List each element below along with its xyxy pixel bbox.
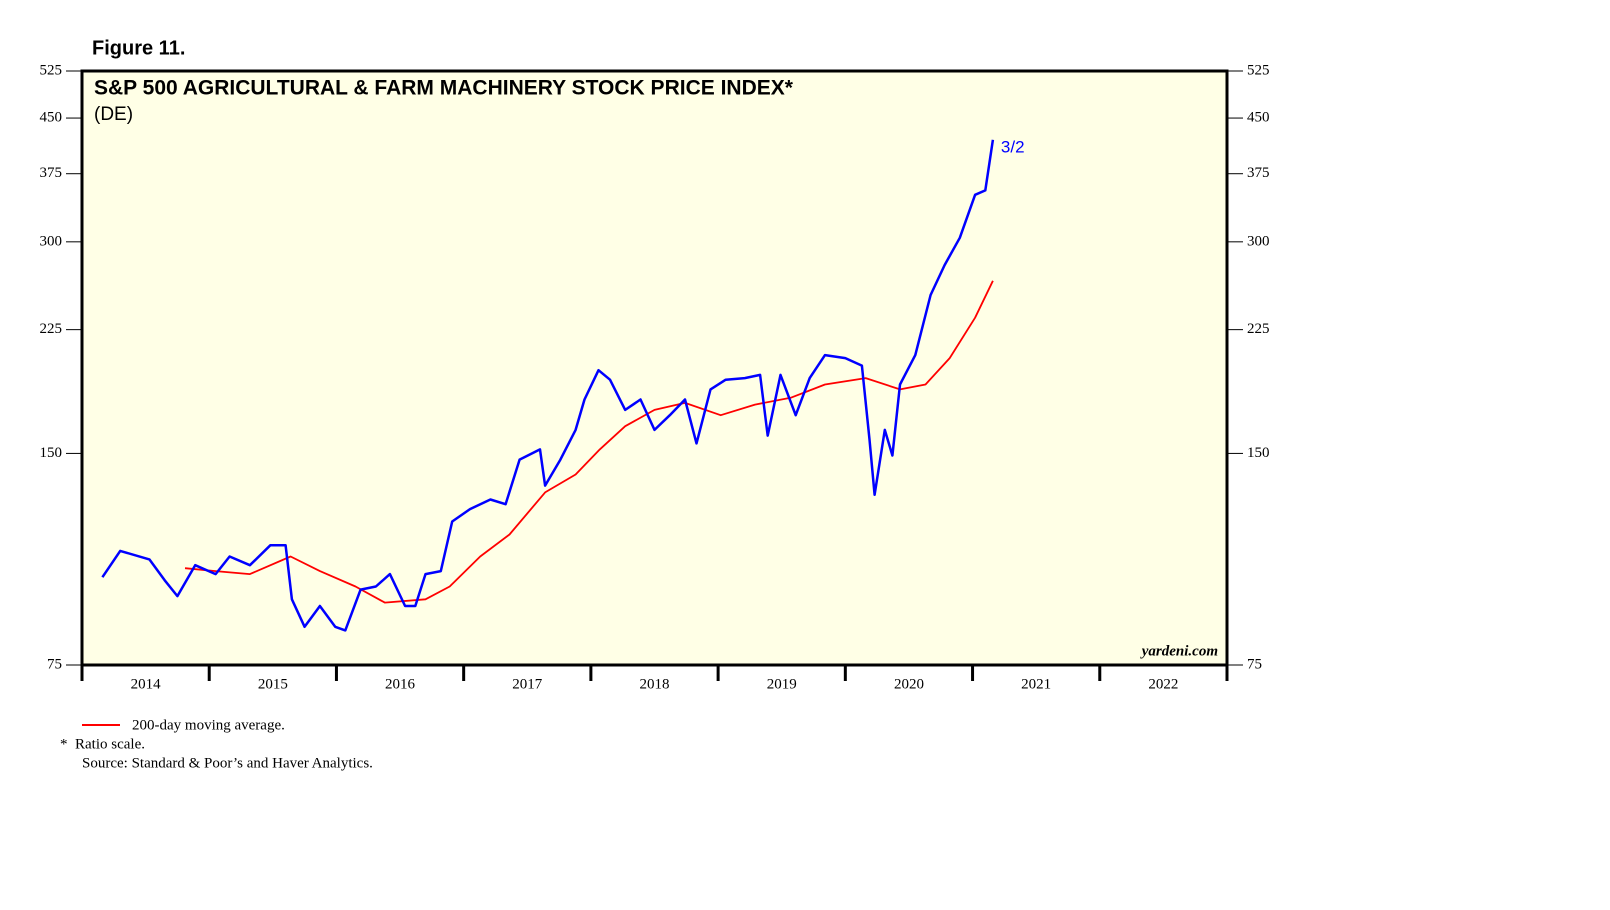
y-tick-label: 75	[47, 656, 62, 672]
y2-tick-label: 525	[1247, 62, 1270, 78]
x-tick-label: 2017	[512, 676, 543, 692]
x-tick-label: 2015	[258, 676, 288, 692]
y2-tick-label: 225	[1247, 321, 1270, 337]
x-tick-label: 2018	[640, 676, 670, 692]
y-tick-label: 375	[40, 165, 63, 181]
y-tick-label: 150	[40, 445, 63, 461]
series-line	[101, 139, 995, 632]
y2-tick-label: 150	[1247, 445, 1270, 461]
y2-tick-label: 450	[1247, 109, 1270, 125]
chart-subtitle: (DE)	[94, 104, 133, 125]
footnote: Source: Standard & Poor’s and Haver Anal…	[82, 755, 373, 771]
y-tick-label: 525	[40, 62, 63, 78]
footnote: * Ratio scale.	[60, 736, 145, 752]
figure-label: Figure 11.	[92, 37, 185, 59]
x-tick-label: 2022	[1148, 676, 1178, 692]
plot-frame	[80, 69, 1229, 667]
x-tick-label: 2016	[385, 676, 416, 692]
plot-background	[82, 71, 1227, 665]
legend-label: 200-day moving average.	[132, 717, 285, 733]
end-label: 3/2	[1001, 137, 1025, 156]
watermark: yardeni.com	[1140, 643, 1218, 659]
x-tick-label: 2014	[131, 676, 162, 692]
x-tick-label: 2021	[1021, 676, 1051, 692]
y2-tick-label: 375	[1247, 165, 1270, 181]
chart-title: S&P 500 AGRICULTURAL & FARM MACHINERY ST…	[94, 77, 794, 100]
y-tick-label: 225	[40, 321, 63, 337]
y2-tick-label: 75	[1247, 656, 1262, 672]
x-tick-label: 2020	[894, 676, 924, 692]
series-line	[184, 280, 994, 604]
x-tick-label: 2019	[767, 676, 797, 692]
y-tick-label: 450	[40, 109, 63, 125]
y2-tick-label: 300	[1247, 233, 1270, 249]
y-tick-label: 300	[40, 233, 63, 249]
